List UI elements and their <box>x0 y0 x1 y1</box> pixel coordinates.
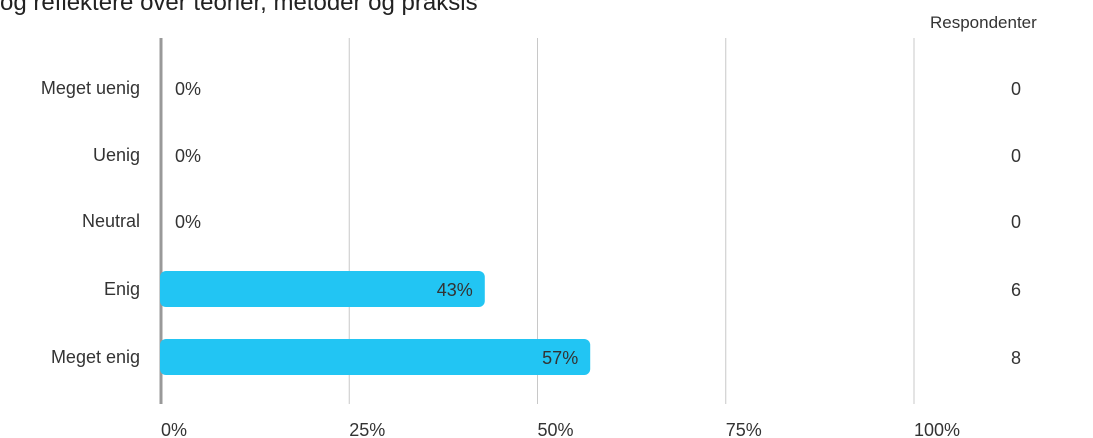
x-tick-label: 0% <box>161 420 187 438</box>
category-label: Meget uenig <box>41 78 140 98</box>
bar <box>160 339 591 375</box>
value-label: 0% <box>175 79 201 99</box>
respondents-header: Respondenter <box>930 13 1037 32</box>
value-label: 0% <box>175 146 201 166</box>
respondent-count: 8 <box>1011 348 1021 368</box>
x-tick-label: 50% <box>538 420 574 438</box>
value-label: 57% <box>542 348 578 368</box>
category-label: Uenig <box>93 145 140 165</box>
value-label: 43% <box>437 280 473 300</box>
category-label: Neutral <box>82 211 140 231</box>
respondent-count: 6 <box>1011 280 1021 300</box>
category-label: Enig <box>104 279 140 299</box>
chart-title: og reflektere over teorier, metoder og p… <box>0 0 478 16</box>
x-tick-label: 25% <box>349 420 385 438</box>
value-label: 0% <box>175 212 201 232</box>
x-tick-label: 75% <box>726 420 762 438</box>
respondent-count: 0 <box>1011 79 1021 99</box>
bar <box>160 271 485 307</box>
category-label: Meget enig <box>51 347 140 367</box>
x-tick-label: 100% <box>914 420 960 438</box>
respondent-count: 0 <box>1011 146 1021 166</box>
respondent-count: 0 <box>1011 212 1021 232</box>
